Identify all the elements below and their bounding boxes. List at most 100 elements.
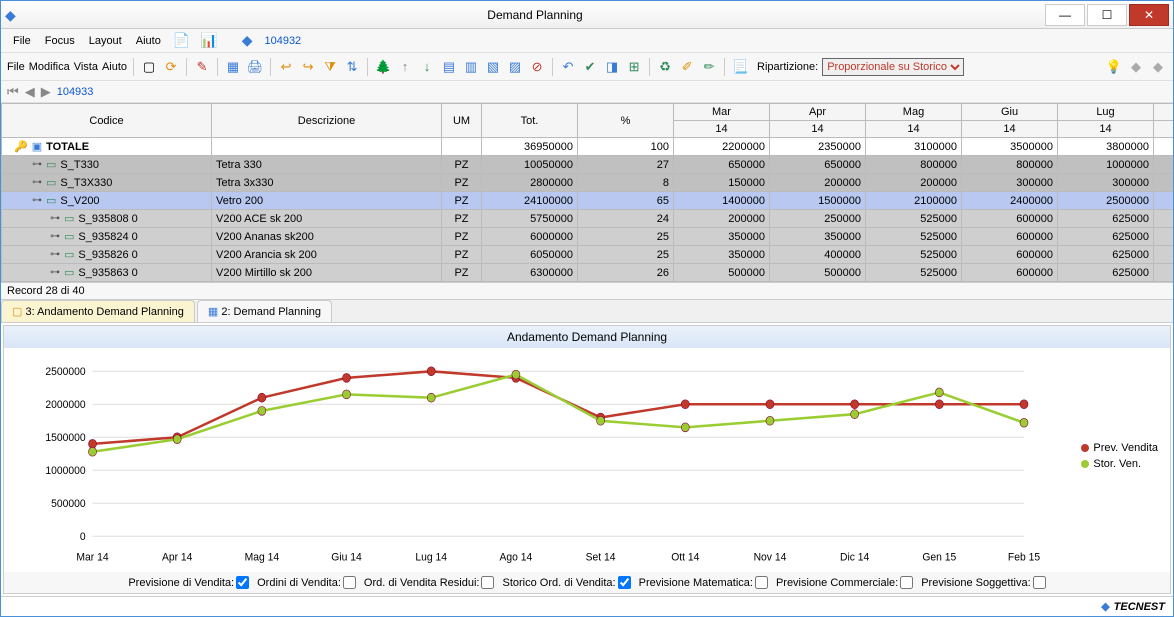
col-um[interactable]: UM xyxy=(442,104,482,138)
app-icon: ◆ xyxy=(5,7,21,23)
ico-left[interactable]: ↩ xyxy=(277,58,295,76)
form-icon[interactable]: 📄 xyxy=(169,30,194,51)
menu-layout[interactable]: Layout xyxy=(83,33,128,49)
menu-aiuto[interactable]: Aiuto xyxy=(130,33,167,49)
col-m0[interactable]: Mar xyxy=(674,104,770,121)
table-row[interactable]: ⊶▭S_T330Tetra 330PZ100500002765000065000… xyxy=(2,156,1174,174)
ico-gray1[interactable]: ◆ xyxy=(1127,58,1145,76)
legend-stor: Stor. Ven. xyxy=(1093,458,1141,470)
ico-filter[interactable]: ⧩ xyxy=(321,58,339,76)
menu2-aiuto[interactable]: Aiuto xyxy=(102,61,127,73)
doc-id-nav[interactable]: 104933 xyxy=(57,86,94,98)
menu2-modifica[interactable]: Modifica xyxy=(29,61,70,73)
ico-check[interactable]: ✔ xyxy=(581,58,599,76)
table-row[interactable]: ⊶▭S_935826 0V200 Arancia sk 200PZ6050000… xyxy=(2,246,1174,264)
col-codice[interactable]: Codice xyxy=(2,104,212,138)
menu-focus[interactable]: Focus xyxy=(39,33,81,49)
ico-refresh[interactable]: ⟳ xyxy=(162,58,180,76)
ico-blank[interactable]: ▢ xyxy=(140,58,158,76)
col-pct[interactable]: % xyxy=(578,104,674,138)
ripartizione-label: Ripartizione: xyxy=(757,61,818,73)
menu-file[interactable]: File xyxy=(7,33,37,49)
ico-t3[interactable]: ▧ xyxy=(484,58,502,76)
col-m1[interactable]: Apr xyxy=(770,104,866,121)
ico-print[interactable]: 🖨 xyxy=(246,58,264,76)
chart-title: Andamento Demand Planning xyxy=(4,326,1170,348)
window-title: Demand Planning xyxy=(27,8,1043,22)
ico-xls[interactable]: ⊞ xyxy=(625,58,643,76)
series-checkbox[interactable]: Previsione Matematica: xyxy=(639,576,768,589)
svg-text:Dic 14: Dic 14 xyxy=(840,551,869,564)
ico-sort[interactable]: ⇅ xyxy=(343,58,361,76)
ico-brush[interactable]: ✐ xyxy=(678,58,696,76)
ico-gray2[interactable]: ◆ xyxy=(1149,58,1167,76)
svg-text:0: 0 xyxy=(80,531,86,544)
table-row[interactable]: 🔑▣TOTALE36950000100220000023500003100000… xyxy=(2,138,1174,156)
ico-up[interactable]: ↑ xyxy=(396,58,414,76)
col-tot[interactable]: Tot. xyxy=(482,104,578,138)
ico-tree[interactable]: 🌲 xyxy=(374,58,392,76)
series-checkbox[interactable]: Previsione di Vendita: xyxy=(128,576,249,589)
series-checkboxes: Previsione di Vendita: Ordini di Vendita:… xyxy=(4,572,1170,593)
doc-id-top[interactable]: 104932 xyxy=(264,35,301,47)
table-row[interactable]: ⊶▭S_T3X330Tetra 3x330PZ28000008150000200… xyxy=(2,174,1174,192)
maximize-button[interactable]: ☐ xyxy=(1087,4,1127,26)
ico-undo[interactable]: ↶ xyxy=(559,58,577,76)
svg-text:1000000: 1000000 xyxy=(45,465,85,478)
table-row[interactable]: ⊶▭S_935824 0V200 Ananas sk200PZ600000025… xyxy=(2,228,1174,246)
ico-t1[interactable]: ▤ xyxy=(440,58,458,76)
col-m5[interactable]: Ago xyxy=(1154,104,1174,121)
ico-right[interactable]: ↪ xyxy=(299,58,317,76)
ico-cycle[interactable]: ♻ xyxy=(656,58,674,76)
table-row[interactable]: ⊶▭S_935863 0V200 Mirtillo sk 200PZ630000… xyxy=(2,264,1174,282)
series-checkbox[interactable]: Ordini di Vendita: xyxy=(257,576,356,589)
svg-text:Mar 14: Mar 14 xyxy=(76,551,108,564)
ripartizione-select[interactable]: Proporzionale su Storico xyxy=(822,58,964,76)
diamond-icon: ◆ xyxy=(238,30,257,51)
ico-erase[interactable]: ◨ xyxy=(603,58,621,76)
col-m4[interactable]: Lug xyxy=(1058,104,1154,121)
series-checkbox[interactable]: Storico Ord. di Vendita: xyxy=(502,576,630,589)
ico-grid[interactable]: ▦ xyxy=(224,58,242,76)
menu2-file[interactable]: File xyxy=(7,61,25,73)
ico-edit[interactable]: ✎ xyxy=(193,58,211,76)
svg-text:Ago 14: Ago 14 xyxy=(500,551,533,564)
nav-prev[interactable]: ◀ xyxy=(25,84,35,100)
tab-demand-planning[interactable]: ▦ 2: Demand Planning xyxy=(197,300,332,322)
ico-stop[interactable]: ⊘ xyxy=(528,58,546,76)
ico-t2[interactable]: ▥ xyxy=(462,58,480,76)
series-checkbox[interactable]: Previsione Commerciale: xyxy=(776,576,913,589)
chart-legend: Prev. Vendita Stor. Ven. xyxy=(1081,438,1158,474)
ico-t4[interactable]: ▨ xyxy=(506,58,524,76)
close-button[interactable]: ✕ xyxy=(1129,4,1169,26)
ico-down[interactable]: ↓ xyxy=(418,58,436,76)
footer: ◆ TECNEST xyxy=(1,596,1173,616)
tab-andamento[interactable]: ▢ 3: Andamento Demand Planning xyxy=(1,300,195,322)
svg-text:Nov 14: Nov 14 xyxy=(754,551,787,564)
series-checkbox[interactable]: Previsione Soggettiva: xyxy=(921,576,1045,589)
menu2-vista[interactable]: Vista xyxy=(74,61,98,73)
tabs: ▢ 3: Andamento Demand Planning ▦ 2: Dema… xyxy=(1,300,1173,323)
ico-doc[interactable]: 📃 xyxy=(731,58,749,76)
col-descrizione[interactable]: Descrizione xyxy=(212,104,442,138)
chart: 05000001000000150000020000002500000Mar 1… xyxy=(4,348,1170,572)
ico-bulb[interactable]: 💡 xyxy=(1105,58,1123,76)
nav-first[interactable]: ⏮ xyxy=(7,84,19,100)
nav-next[interactable]: ▶ xyxy=(41,84,51,100)
series-checkbox[interactable]: Ord. di Vendita Residui: xyxy=(364,576,495,589)
col-m2[interactable]: Mag xyxy=(866,104,962,121)
svg-text:Lug 14: Lug 14 xyxy=(415,551,447,564)
col-m3[interactable]: Giu xyxy=(962,104,1058,121)
chart-icon[interactable]: 📊 xyxy=(196,30,221,51)
data-grid[interactable]: Codice Descrizione UM Tot. % Mar Apr Mag… xyxy=(1,103,1173,283)
menubar-top: File Focus Layout Aiuto 📄 📊 ◆ 104932 xyxy=(1,29,1173,53)
svg-text:Feb 15: Feb 15 xyxy=(1008,551,1040,564)
minimize-button[interactable]: — xyxy=(1045,4,1085,26)
svg-text:Set 14: Set 14 xyxy=(586,551,616,564)
table-row[interactable]: ⊶▭S_935808 0V200 ACE sk 200PZ57500002420… xyxy=(2,210,1174,228)
legend-prev: Prev. Vendita xyxy=(1093,442,1158,454)
svg-text:2000000: 2000000 xyxy=(45,399,85,412)
ico-pencil[interactable]: ✏ xyxy=(700,58,718,76)
table-row[interactable]: ⊶▭S_V200Vetro 200PZ241000006514000001500… xyxy=(2,192,1174,210)
svg-text:1500000: 1500000 xyxy=(45,432,85,445)
